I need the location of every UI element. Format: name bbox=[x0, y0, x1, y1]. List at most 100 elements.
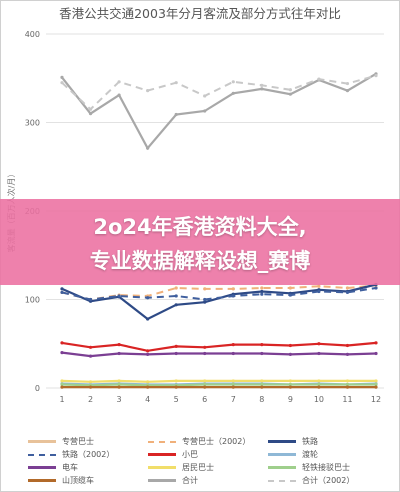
data-point bbox=[60, 385, 64, 389]
data-point bbox=[88, 107, 93, 111]
legend-item: 渡轮 bbox=[268, 449, 388, 460]
x-tick-label: 6 bbox=[202, 395, 207, 404]
legend-label: 专营巴士（2002） bbox=[182, 437, 251, 446]
data-point bbox=[88, 385, 93, 389]
legend-item: 居民巴士 bbox=[148, 462, 268, 473]
data-point bbox=[317, 382, 321, 387]
data-point bbox=[317, 77, 321, 81]
data-point bbox=[174, 286, 178, 290]
x-tick-label: 4 bbox=[145, 395, 150, 404]
legend-label: 合计 bbox=[182, 476, 198, 485]
legend-label: 居民巴士 bbox=[182, 463, 214, 472]
data-point bbox=[146, 380, 150, 384]
data-point bbox=[231, 343, 235, 347]
data-point bbox=[117, 382, 121, 387]
data-point bbox=[374, 379, 378, 383]
data-point bbox=[374, 73, 378, 78]
data-point bbox=[60, 287, 64, 291]
series-line-11 bbox=[61, 74, 377, 111]
data-point bbox=[317, 379, 321, 383]
data-point bbox=[231, 385, 235, 389]
x-tick-label: 11 bbox=[342, 395, 352, 404]
data-point bbox=[146, 385, 150, 389]
data-point bbox=[374, 382, 378, 387]
x-tick-label: 8 bbox=[259, 395, 264, 404]
data-point bbox=[288, 382, 292, 387]
data-point bbox=[203, 351, 207, 356]
legend-swatch bbox=[148, 479, 176, 482]
data-point bbox=[374, 341, 378, 345]
data-point bbox=[203, 94, 207, 98]
data-point bbox=[146, 89, 150, 93]
data-point bbox=[174, 81, 178, 85]
x-tick-label: 5 bbox=[174, 395, 179, 404]
data-point bbox=[117, 93, 121, 97]
data-point bbox=[203, 109, 207, 113]
promo-overlay-banner: 2o24年香港资料大全, 专业数据解释设想_赛博 bbox=[0, 199, 400, 285]
data-point bbox=[288, 352, 292, 356]
y-tick-label: 0 bbox=[35, 384, 40, 393]
series-lines bbox=[60, 72, 378, 389]
legend-item: 专营巴士（2002） bbox=[148, 436, 268, 447]
data-point bbox=[374, 351, 378, 356]
data-point bbox=[60, 75, 64, 79]
legend-item: 电车 bbox=[28, 462, 148, 473]
data-point bbox=[174, 351, 178, 356]
overlay-line-1: 2o24年香港资料大全, bbox=[93, 215, 307, 239]
data-point bbox=[231, 382, 235, 387]
data-point bbox=[146, 317, 150, 321]
series-line-8 bbox=[61, 383, 376, 387]
legend-swatch bbox=[28, 466, 56, 469]
legend-swatch bbox=[28, 440, 56, 443]
data-point bbox=[174, 385, 178, 389]
x-tick-label: 7 bbox=[231, 395, 236, 404]
data-point bbox=[345, 81, 350, 86]
x-tick-label: 2 bbox=[88, 395, 93, 404]
legend-label: 山顶缆车 bbox=[62, 476, 94, 485]
data-point bbox=[345, 379, 350, 383]
y-tick-label: 300 bbox=[25, 119, 40, 128]
legend-item: 合计 bbox=[148, 475, 268, 486]
data-point bbox=[60, 382, 64, 387]
data-point bbox=[231, 287, 235, 291]
data-point bbox=[60, 81, 64, 85]
legend-swatch bbox=[28, 453, 56, 456]
legend-item: 小巴 bbox=[148, 449, 268, 460]
legend-label: 小巴 bbox=[182, 450, 198, 459]
data-point bbox=[260, 351, 264, 356]
data-point bbox=[60, 290, 64, 295]
legend-swatch bbox=[148, 440, 176, 443]
series-line-6 bbox=[61, 351, 377, 358]
data-point bbox=[260, 286, 264, 290]
data-point bbox=[146, 349, 150, 353]
overlay-line-2: 专业数据解释设想_赛博 bbox=[89, 249, 311, 273]
legend-label: 轻铁接驳巴士 bbox=[302, 463, 350, 472]
data-point bbox=[60, 341, 64, 345]
legend-item: 轻铁接驳巴士 bbox=[268, 462, 388, 473]
data-point bbox=[203, 385, 207, 389]
data-point bbox=[203, 297, 207, 302]
legend-swatch bbox=[148, 466, 176, 469]
data-point bbox=[345, 382, 350, 387]
legend-label: 电车 bbox=[62, 463, 78, 472]
legend-swatch bbox=[268, 466, 296, 469]
data-point bbox=[345, 352, 350, 356]
legend-swatch bbox=[268, 453, 296, 456]
legend-label: 专营巴士 bbox=[62, 437, 94, 446]
data-point bbox=[345, 286, 350, 290]
data-point bbox=[345, 343, 350, 348]
data-point bbox=[88, 380, 93, 384]
data-point bbox=[117, 385, 121, 389]
legend-label: 铁路 bbox=[302, 437, 318, 446]
data-point bbox=[317, 351, 321, 356]
data-point bbox=[174, 303, 178, 307]
data-point bbox=[260, 379, 264, 383]
data-point bbox=[288, 385, 292, 389]
y-tick-label: 400 bbox=[25, 30, 40, 39]
data-point bbox=[203, 345, 207, 349]
data-point bbox=[231, 80, 235, 84]
data-point bbox=[317, 342, 321, 346]
y-tick-label: 100 bbox=[25, 296, 40, 305]
data-point bbox=[260, 292, 264, 296]
data-point bbox=[317, 385, 321, 389]
